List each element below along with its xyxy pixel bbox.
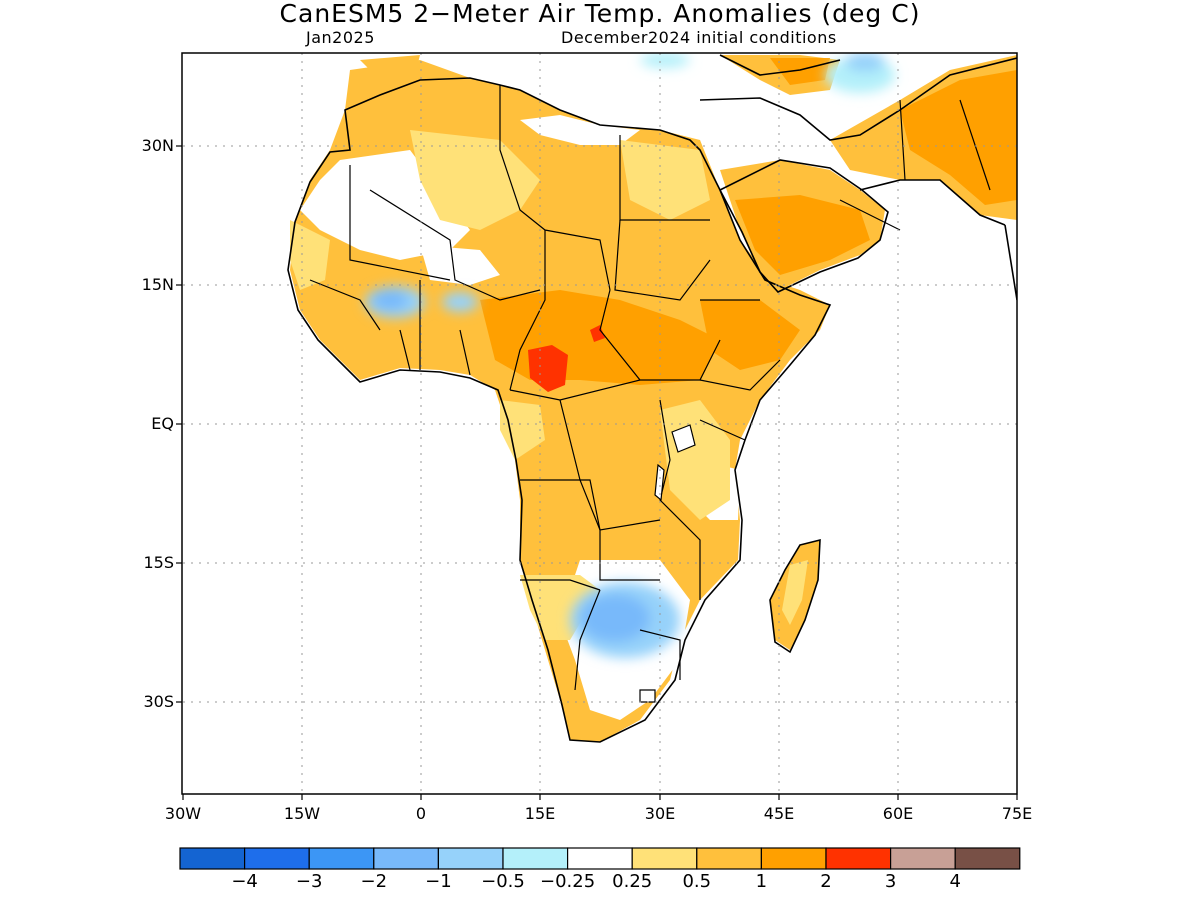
lat-label-15s: 15S	[143, 553, 174, 572]
colorbar-swatch	[696, 847, 762, 870]
arabia-red-core	[528, 345, 568, 392]
lat-label-30n: 30N	[141, 136, 174, 155]
lon-label-30w: 30W	[164, 804, 202, 823]
lon-label-15e: 15E	[524, 804, 556, 823]
iran-strong	[900, 70, 1017, 205]
lon-label-75e: 75E	[1001, 804, 1033, 823]
sahara-yellow	[410, 130, 540, 230]
colorbar-swatch	[760, 847, 827, 870]
colorbar-swatch	[566, 847, 633, 870]
colorbar-label: 3	[884, 871, 897, 892]
colorbar-label: −2	[360, 871, 388, 892]
axis-ticks	[176, 145, 1018, 800]
colorbar-swatch	[244, 847, 310, 870]
coastlines	[287, 54, 1017, 743]
colorbar-label: 1	[755, 871, 768, 892]
lakes	[639, 424, 696, 703]
colorbar-swatch	[889, 847, 956, 870]
colorbar-swatch	[308, 847, 375, 870]
lat-label-30s: 30S	[143, 692, 174, 711]
colorbar	[179, 847, 1021, 870]
lon-label-0: 0	[415, 804, 427, 823]
lon-label-60e: 60E	[882, 804, 914, 823]
colorbar-label: −0.25	[540, 871, 596, 892]
sudan-red-core	[590, 325, 605, 342]
graticule	[183, 53, 1017, 794]
lon-label-30e: 30E	[644, 804, 676, 823]
colorbar-swatch	[825, 847, 892, 870]
colorbar-label: 0.5	[682, 871, 712, 892]
west-sahel-neutral	[420, 245, 500, 285]
madagascar-yellow	[782, 560, 808, 625]
egypt-yellow	[620, 140, 710, 220]
lon-label-45e: 45E	[763, 804, 795, 823]
sahel-west-yellow	[290, 220, 330, 290]
mediterranean-neutral	[520, 115, 640, 145]
lon-label-15w: 15W	[283, 804, 321, 823]
colorbar-label: 0.25	[612, 871, 653, 892]
colorbar-label: −4	[231, 871, 258, 892]
forecast-month: Jan2025	[306, 28, 375, 47]
initial-conditions: December2024 initial conditions	[561, 28, 837, 47]
anomaly-field	[287, 53, 1017, 743]
colorbar-label: −3	[295, 871, 323, 892]
levant-neutral	[700, 100, 830, 160]
turkey-strong	[770, 58, 830, 85]
map-title: CanESM5 2−Meter Air Temp. Anomalies (deg…	[279, 0, 921, 28]
lat-label-eq: EQ	[151, 414, 174, 433]
colorbar-swatch	[437, 847, 504, 870]
colorbar-swatch	[631, 847, 698, 870]
colorbar-label: −0.5	[481, 871, 525, 892]
colorbar-swatch	[954, 847, 1021, 870]
country-borders	[309, 85, 991, 691]
colorbar-swatch	[373, 847, 439, 870]
arabia-strong	[735, 195, 870, 275]
colorbar-label: 4	[949, 871, 961, 892]
colorbar-label: 2	[820, 871, 832, 892]
congo-yellow	[500, 400, 545, 460]
colorbar-swatch	[502, 847, 569, 870]
lat-label-15n: 15N	[141, 275, 174, 294]
europe-south-anomaly	[360, 55, 420, 80]
cold-anomalies	[365, 53, 895, 658]
colorbar-label: −1	[425, 871, 452, 892]
colorbar-swatch	[179, 847, 246, 870]
east-africa-strong	[700, 300, 800, 370]
